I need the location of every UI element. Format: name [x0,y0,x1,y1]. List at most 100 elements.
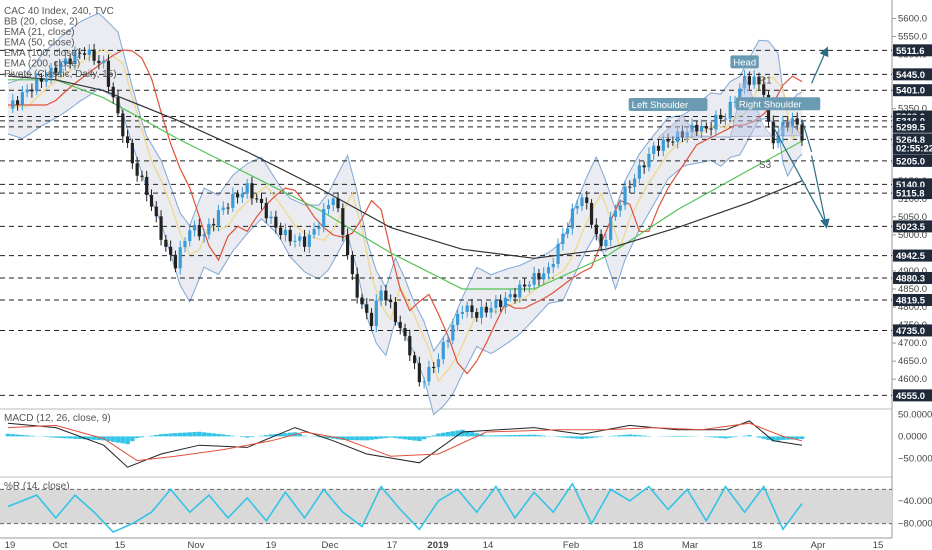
candle-body [786,121,790,128]
candle-body [613,210,618,217]
candle-body [508,294,512,298]
candle-body [369,312,374,326]
level-tag-7 [893,154,932,167]
level-tag-10 [893,220,932,233]
candle-body [475,312,479,318]
candle-body [618,205,622,211]
level-tag-label-7: 5205.0 [896,156,925,167]
candle-body [609,216,613,240]
candle-body [642,165,646,168]
candle-body [317,227,321,230]
candle-body [743,76,747,89]
time-label-11: Mar [682,540,698,550]
candle-body [197,225,201,237]
candle-body [231,193,235,208]
candle-body [379,290,383,301]
candle-body [589,202,594,225]
candle-body [417,363,421,383]
candle-body [676,131,680,143]
level-tag-13 [893,293,932,306]
level-tag-label-2: 5401.0 [896,86,925,97]
candle-body [499,300,503,308]
candle-body [341,208,345,235]
candle-body [752,76,756,85]
candle-body [226,207,230,209]
candle-body [628,186,632,188]
candle-body [790,118,795,128]
right-shoulder-label: Right Shoulder [739,99,802,110]
candle-body [800,124,804,141]
candle-body [580,197,584,207]
price-tick-label-4700: 4700.0 [898,338,927,349]
candle-body [245,183,249,194]
candle-body [63,58,67,65]
candle-body [513,294,517,298]
candle-body [106,60,111,87]
level-tag-label-14: 4735.0 [896,326,925,337]
level-tag-1 [893,68,932,81]
level-tag-14 [893,324,932,337]
candle-body [460,311,464,314]
candle-body [594,224,598,235]
candle-body [331,198,335,206]
candle-body [54,67,58,74]
candle-body [566,228,570,234]
legend-ema200: EMA (200, close) [4,59,80,70]
candle-body [111,86,115,98]
candle-body [436,359,441,368]
candle-body [82,53,87,55]
candle-body [302,236,307,247]
candle-body [140,175,144,177]
legend-ema100: EMA (100, close) [4,48,80,59]
candle-body [637,165,641,179]
candle-body [666,139,670,142]
macd-tick-label--50: −50.0000 [898,453,932,464]
candle-body [169,246,173,255]
candle-body [216,210,221,226]
level-tag-5 [893,120,932,133]
timer-tag: 02:55:22 [896,144,932,155]
candle-body [762,84,766,95]
candle-body [145,176,149,195]
candle-body [202,234,206,237]
candle-body [542,273,546,280]
time-label-6: 17 [387,540,398,550]
projection-line-down [772,126,827,225]
candle-body [537,273,541,280]
candle-body [690,124,694,133]
macd-label: MACD (12, 26, close, 9) [4,413,111,424]
macd-line [7,420,803,468]
price-tick-label-4900: 4900.0 [898,266,927,277]
candle-body [570,208,575,229]
level-tag-label-0: 5511.6 [896,46,925,57]
candle-body [389,300,393,303]
candle-body [97,60,101,64]
candle-body [350,255,354,275]
candle-body [599,234,603,247]
candle-body [556,244,560,264]
candle-body [604,239,608,247]
candle-body [632,178,637,187]
candle-body [561,233,565,245]
candle-body [298,236,302,241]
level-tag-11 [893,249,932,262]
candle-body [154,206,158,217]
time-label-0: 19 [5,540,16,550]
candle-body [465,305,469,312]
candle-body [365,304,369,313]
candle-body [671,141,675,143]
candle-body [656,145,661,151]
candle-body [346,234,350,256]
candle-body [135,163,139,176]
legend-symbol: CAC 40 Index, 240, TVC [4,6,114,17]
candle-body [709,128,713,130]
level-tag-15 [893,389,932,402]
candle-body [575,206,579,209]
candle-body [35,78,39,92]
candle-body [274,216,278,228]
candle-body [532,273,536,285]
candle-body [149,194,154,207]
head-label-box [730,55,759,69]
candle-body [192,225,197,231]
